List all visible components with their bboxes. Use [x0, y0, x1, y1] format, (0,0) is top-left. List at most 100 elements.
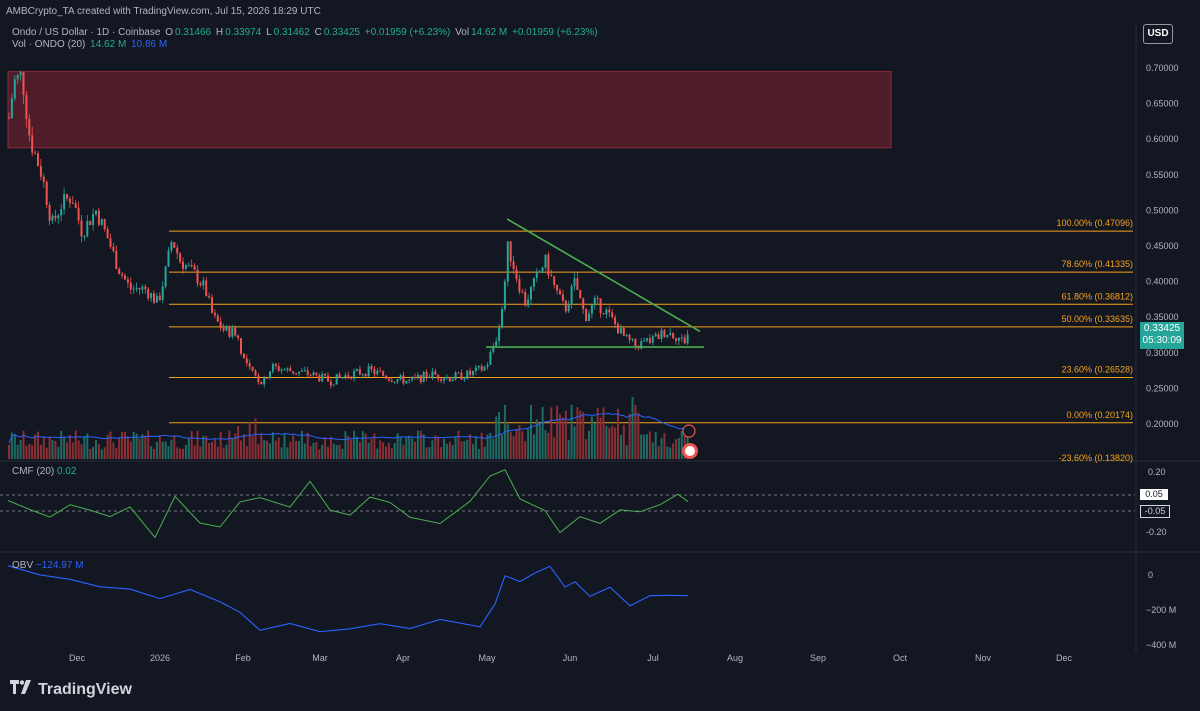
volume-bar [666, 446, 669, 459]
volume-bar [477, 448, 480, 459]
volume-bar [637, 412, 640, 459]
candle-body [153, 293, 155, 303]
candle-body [622, 327, 625, 336]
volume-bar [318, 449, 321, 459]
volume-bar [390, 448, 393, 459]
symbol-legend[interactable]: Ondo / US Dollar · 1D · Coinbase O 0.3146… [12, 27, 600, 38]
candle-body [176, 247, 179, 254]
candle-body [445, 377, 448, 379]
candle-body [280, 369, 283, 371]
candle-body [425, 371, 428, 378]
candle-body [126, 279, 129, 283]
candle-body [158, 295, 161, 300]
volume-bar [338, 444, 341, 459]
symbol-name[interactable]: Ondo / US Dollar · 1D · Coinbase [12, 27, 161, 38]
candle-body [602, 313, 605, 315]
volume-bar [42, 436, 45, 459]
candle-body [208, 296, 211, 298]
obv-legend[interactable]: OBV −124.97 M [12, 560, 83, 571]
volume-bar [585, 439, 588, 459]
candle-body [335, 374, 338, 385]
candle-body [376, 370, 379, 375]
candle-body [147, 289, 150, 299]
candle-body [28, 119, 31, 136]
volume-bar [202, 435, 205, 459]
candle-body [228, 326, 231, 337]
volume-bar [648, 431, 651, 459]
price-chart[interactable]: 100.00% (0.47096) 78.60% (0.41335) 61.80% … [0, 0, 1200, 672]
event-icon-inner [685, 446, 695, 456]
volume-bar [495, 416, 498, 459]
candle-body [564, 300, 567, 312]
candle-body [428, 377, 431, 379]
volume-bar [654, 432, 657, 459]
volume-bar [280, 447, 283, 459]
fib-level-label: 61.80% (0.36812) [1061, 291, 1133, 301]
volume-bar [385, 446, 387, 459]
fib-level-label: -23.60% (0.13820) [1058, 453, 1133, 463]
volume-bar [266, 440, 269, 459]
cmf-line [7, 469, 689, 539]
candle-body [544, 254, 547, 268]
volume-bar [327, 446, 329, 459]
volume-bar [617, 408, 619, 459]
volume-bar [83, 436, 86, 459]
candle-body [422, 371, 425, 383]
candle-countdown: 05:30:09 [1142, 335, 1182, 346]
candle-body [164, 266, 167, 287]
candle-body [124, 275, 126, 280]
volume-bar [683, 430, 686, 459]
candle-body [451, 379, 454, 382]
candle-body [567, 304, 570, 312]
candle-body [590, 305, 593, 314]
volume-bar [193, 445, 196, 459]
candle-body [434, 371, 437, 375]
volume-bar [263, 440, 266, 459]
vol-change-value: +0.01959 (+6.23%) [511, 27, 598, 38]
volume-bar [60, 430, 63, 459]
volume-bar [416, 430, 419, 459]
candle-body [347, 375, 350, 377]
volume-legend[interactable]: Vol · ONDO (20) 14.62 M 10.86 M [12, 39, 169, 50]
candle-body [329, 381, 332, 386]
time-axis-label: Dec [69, 653, 86, 663]
candle-body [150, 293, 153, 299]
candle-body [617, 324, 619, 334]
volume-bar [10, 432, 13, 459]
volume-bar [431, 440, 434, 459]
price-axis-label: 0.50000 [1146, 205, 1179, 215]
alert-icon [682, 424, 696, 438]
volume-ma-label[interactable]: Vol · ONDO (20) [12, 39, 86, 50]
candle-body [161, 286, 164, 300]
cmf-legend[interactable]: CMF (20) 0.02 [12, 466, 76, 477]
volume-bar [680, 430, 683, 459]
candle-body [60, 209, 63, 216]
candle-body [553, 276, 556, 286]
candle-body [396, 378, 399, 382]
volume-bar [579, 410, 582, 459]
volume-bar [428, 447, 431, 459]
candle-body [298, 371, 300, 374]
time-axis-label: Dec [1056, 653, 1073, 663]
time-axis-label: Jul [647, 653, 659, 663]
volume-bar [460, 441, 463, 459]
volume-bar [422, 434, 425, 459]
volume-bar [324, 437, 327, 459]
price-axis-label: 0.25000 [1146, 383, 1179, 393]
candle-body [184, 265, 187, 269]
volume-bar [170, 439, 173, 459]
volume-bar [631, 396, 634, 459]
volume-bar [208, 442, 211, 459]
vol-value: 14.62 M [471, 27, 508, 38]
currency-button[interactable]: USD [1143, 24, 1173, 44]
candle-body [237, 335, 240, 339]
candle-body [141, 286, 144, 290]
tradingview-logo[interactable]: TradingView [10, 680, 132, 699]
volume-bar [660, 438, 663, 459]
candle-body [179, 253, 182, 262]
candlesticks [8, 70, 689, 389]
volume-bar [506, 424, 509, 459]
volume-bar [289, 441, 292, 459]
volume-bar [379, 440, 382, 459]
candle-body [260, 382, 263, 385]
